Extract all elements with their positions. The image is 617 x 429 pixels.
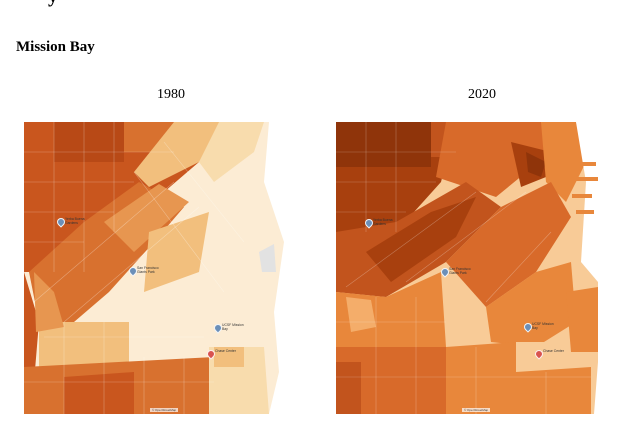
choropleth-map-1980[interactable]: Yerba Buena Gardens San Francisco Giants…	[24, 122, 294, 414]
choropleth-map-2020[interactable]: Yerba Buena Gardens San Francisco Giants…	[336, 122, 606, 414]
map-2020-poi-label: San Francisco Giants Park	[449, 267, 471, 275]
map-2020-poi-label: Yerba Buena Gardens	[373, 218, 393, 226]
map-2020-poi-label: Chase Center	[543, 349, 564, 353]
cut-off-heading: y	[48, 0, 58, 6]
map-2020-poi-label: UCSF Mission Bay	[532, 322, 554, 330]
map-1980-attribution: © OpenStreetMap	[150, 408, 179, 412]
map-2020-year-label: 2020	[468, 87, 496, 102]
map-1980-poi-label: Yerba Buena Gardens	[65, 217, 85, 225]
map-1980-canvas	[24, 122, 294, 414]
map-2020-attribution: © OpenStreetMap	[462, 408, 491, 412]
section-title: Mission Bay	[16, 39, 95, 55]
map-1980-poi-label: UCSF Mission Bay	[222, 323, 244, 331]
map-1980-poi-label: San Francisco Giants Park	[137, 266, 159, 274]
map-1980-poi-label: Chase Center	[215, 349, 236, 353]
map-2020-canvas	[336, 122, 606, 414]
map-1980-year-label: 1980	[157, 87, 185, 102]
